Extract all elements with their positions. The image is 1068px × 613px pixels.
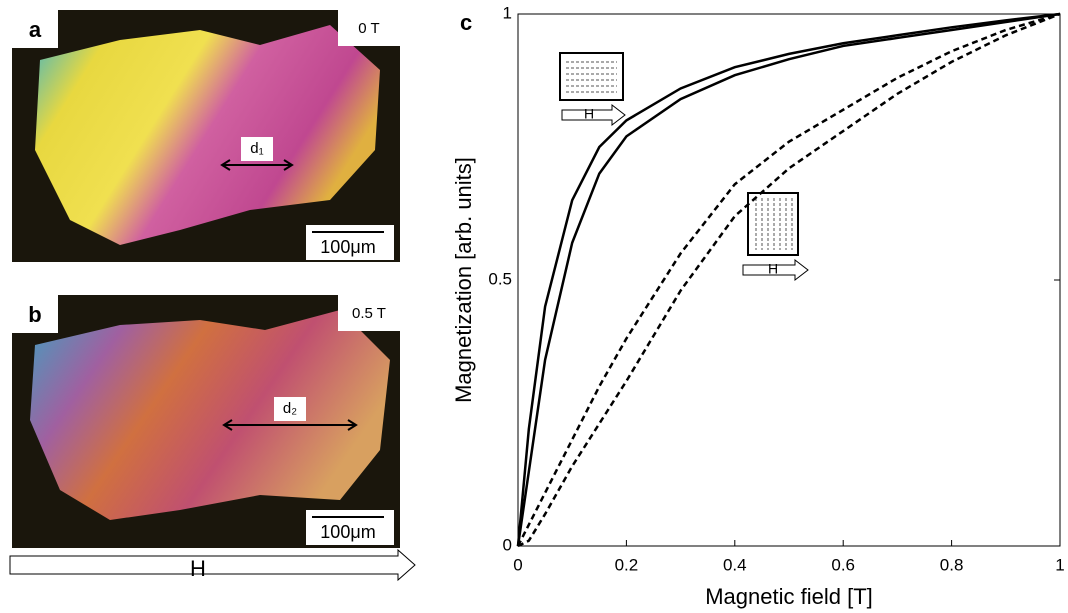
inset-domains — [566, 61, 617, 93]
panel-label: c — [460, 10, 472, 35]
inset-sample — [559, 52, 624, 101]
field-value: 0.5 T — [352, 305, 386, 322]
inset-domains — [755, 198, 793, 250]
label-box — [12, 295, 58, 333]
annotation: H — [584, 106, 594, 122]
field-label: H — [190, 556, 206, 581]
arrow-head — [222, 419, 358, 431]
x-tick-label: 0.8 — [940, 555, 964, 574]
field-arrow — [9, 548, 416, 582]
label-box — [241, 137, 273, 161]
distance-label: d₁ — [250, 140, 263, 157]
panel-label: b — [28, 302, 41, 327]
label-box — [274, 397, 306, 421]
scale-label: 100μm — [320, 522, 375, 542]
panel-label: a — [29, 17, 42, 42]
series-line — [516, 12, 1061, 547]
x-tick-label: 0 — [513, 555, 522, 574]
label-box — [12, 10, 58, 48]
distance-label: d₂ — [283, 400, 297, 417]
label-box — [338, 10, 400, 46]
x-tick-label: 0.6 — [831, 555, 855, 574]
x-tick-label: 0.2 — [615, 555, 639, 574]
x-tick-label: 1 — [1055, 555, 1064, 574]
x-axis-label: Magnetic field [T] — [705, 584, 873, 609]
arrow-head — [220, 159, 294, 171]
crystal — [35, 25, 380, 245]
crystal — [30, 310, 390, 520]
y-axis-label: Magnetization [arb. units] — [451, 157, 476, 403]
scale-label: 100μm — [320, 237, 375, 257]
series-line — [516, 12, 1061, 547]
y-tick-label: 0 — [503, 535, 512, 554]
y-tick-label: 1 — [503, 3, 512, 22]
label-box — [306, 510, 394, 545]
x-tick-label: 0.4 — [723, 555, 747, 574]
label-box — [306, 225, 394, 260]
annotation: H — [768, 261, 778, 277]
y-tick-label: 0.5 — [488, 269, 512, 288]
series-line — [517, 12, 1061, 548]
field-value: 0 T — [358, 20, 379, 37]
label-box — [338, 295, 400, 331]
inset-arrow — [742, 258, 809, 282]
inset-arrow — [561, 103, 626, 127]
